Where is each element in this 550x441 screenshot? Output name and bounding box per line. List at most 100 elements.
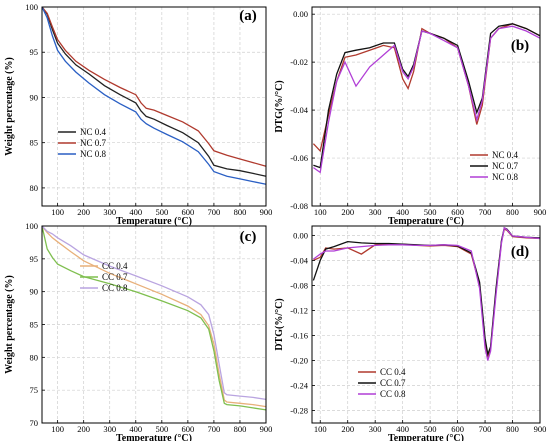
x-tick-label: 700	[208, 207, 221, 217]
legend-label: CC 0.4	[380, 367, 406, 377]
x-axis-title: Temperature (°C)	[388, 216, 464, 227]
y-tick-label: -0.28	[290, 405, 308, 415]
series-line-nc-0-7	[41, 6, 267, 167]
panel-label: (a)	[239, 8, 257, 24]
panel-label: (c)	[240, 229, 257, 245]
x-axis-title: Temperature (°C)	[116, 216, 192, 227]
x-tick-label: 600	[181, 424, 194, 434]
y-tick-label: -0.08	[290, 280, 308, 290]
y-tick-label: -0.16	[290, 330, 308, 340]
y-tick-label: 90	[30, 92, 39, 102]
x-tick-label: 600	[181, 207, 194, 217]
series-line-nc-0-8	[313, 25, 541, 174]
x-tick-label: 700	[208, 424, 221, 434]
legend-label: CC 0.4	[102, 261, 128, 271]
x-tick-label: 700	[479, 424, 492, 434]
legend-label: CC 0.7	[102, 272, 128, 282]
x-tick-label: 200	[341, 424, 354, 434]
x-tick-label: 900	[260, 424, 273, 434]
y-tick-label: 95	[30, 254, 39, 264]
y-tick-label: 0.00	[293, 230, 308, 240]
legend-label: NC 0.7	[492, 161, 519, 171]
x-tick-label: 400	[129, 207, 142, 217]
x-tick-label: 500	[155, 207, 168, 217]
y-tick-label: 85	[30, 138, 39, 148]
x-tick-label: 800	[234, 424, 247, 434]
x-tick-label: 600	[451, 424, 464, 434]
y-axis-title: DTG(%/°C)	[274, 298, 285, 350]
y-tick-label: 90	[30, 287, 39, 297]
x-tick-label: 300	[103, 207, 116, 217]
x-tick-label: 200	[77, 424, 90, 434]
y-tick-label: 95	[30, 47, 39, 57]
x-tick-label: 400	[396, 424, 409, 434]
y-tick-label: -0.20	[290, 355, 308, 365]
x-tick-label: 100	[314, 424, 327, 434]
y-tick-label: -0.04	[290, 255, 308, 265]
legend-label: NC 0.8	[80, 149, 107, 159]
y-tick-label: -0.12	[290, 305, 308, 315]
x-tick-label: 400	[129, 424, 142, 434]
x-tick-label: 500	[424, 207, 437, 217]
x-tick-label: 400	[396, 207, 409, 217]
series-line-nc-0-8	[41, 6, 267, 185]
x-tick-label: 300	[369, 424, 382, 434]
x-axis-title: Temperature (°C)	[116, 433, 192, 441]
y-tick-label: 85	[30, 320, 39, 330]
x-tick-label: 100	[51, 207, 64, 217]
x-tick-label: 600	[451, 207, 464, 217]
y-tick-label: 80	[30, 352, 39, 362]
chart-panel-3: 100 200 300 400 500 600 700 800 900 70 75 80 85 90 95 1…	[4, 221, 272, 441]
y-tick-label: 70	[30, 418, 39, 428]
plot-frame	[311, 225, 541, 424]
panel-label: (b)	[511, 38, 529, 54]
y-tick-label: -0.08	[290, 201, 308, 211]
x-tick-label: 900	[260, 207, 273, 217]
x-tick-label: 500	[155, 424, 168, 434]
y-axis-title: Weight percentage (%)	[4, 275, 15, 374]
legend-label: NC 0.4	[492, 150, 519, 160]
x-tick-label: 300	[369, 207, 382, 217]
y-tick-label: -0.06	[290, 153, 308, 163]
series-line-cc-0-8	[41, 225, 267, 401]
x-tick-label: 200	[77, 207, 90, 217]
y-tick-label: 100	[25, 2, 38, 12]
x-tick-label: 900	[534, 424, 547, 434]
series-line-cc-0-8	[313, 226, 541, 361]
y-tick-label: 0.00	[293, 9, 308, 19]
legend-label: NC 0.8	[492, 172, 519, 182]
x-tick-label: 800	[234, 207, 247, 217]
chart-panel-2: 100 200 300 400 500 600 700 800 900 0.00 -0.02 -0.0…	[274, 6, 547, 227]
y-tick-label: -0.04	[290, 105, 308, 115]
legend-label: CC 0.7	[380, 378, 406, 388]
x-tick-label: 800	[506, 424, 519, 434]
plot-frame	[311, 6, 541, 207]
plot-frame	[41, 6, 267, 207]
x-tick-label: 300	[103, 424, 116, 434]
series-line-cc-0-4	[41, 225, 267, 408]
y-tick-label: 100	[25, 221, 38, 231]
x-axis-title: Temperature (°C)	[388, 433, 464, 441]
series-line-cc-0-7	[41, 225, 267, 411]
x-tick-label: 800	[506, 207, 519, 217]
y-axis-title: DTG(%/°C)	[274, 80, 285, 132]
panel-label: (d)	[511, 244, 529, 260]
series-line-nc-0-4	[41, 6, 267, 177]
y-axis-title: Weight percentage (%)	[4, 57, 15, 156]
legend-label: CC 0.8	[380, 389, 406, 399]
chart-panel-4: 100 200 300 400 500 600 700 800 900 0.00 -0.04 -0.0…	[274, 225, 547, 441]
x-tick-label: 900	[534, 207, 547, 217]
x-tick-label: 100	[314, 207, 327, 217]
series-line-nc-0-7	[313, 23, 541, 169]
legend-label: CC 0.8	[102, 283, 128, 293]
x-tick-label: 700	[479, 207, 492, 217]
legend-label: NC 0.7	[80, 138, 107, 148]
chart-panel-1: 100 200 300 400 500 600 700 800 900 80 85 90 95 100 Te…	[4, 2, 272, 227]
y-tick-label: -0.24	[290, 380, 308, 390]
x-tick-label: 200	[341, 207, 354, 217]
y-tick-label: 75	[30, 385, 39, 395]
y-tick-label: 80	[30, 183, 39, 193]
y-tick-label: -0.02	[290, 57, 308, 67]
x-tick-label: 100	[51, 424, 64, 434]
